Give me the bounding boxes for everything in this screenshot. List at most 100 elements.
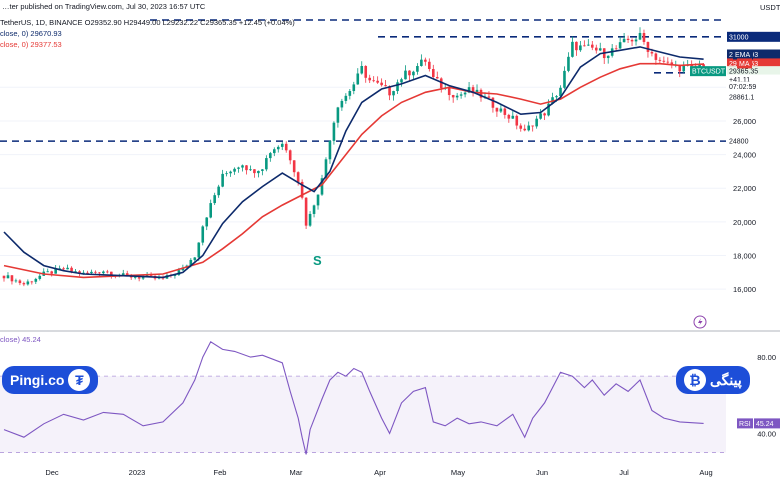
candle[interactable] bbox=[654, 52, 658, 65]
candle[interactable] bbox=[499, 104, 503, 113]
candle[interactable] bbox=[6, 272, 10, 279]
candle[interactable] bbox=[312, 204, 316, 218]
candle[interactable] bbox=[455, 92, 459, 101]
candle[interactable] bbox=[245, 164, 248, 175]
candle[interactable] bbox=[26, 279, 30, 286]
candle[interactable] bbox=[332, 121, 336, 145]
candle[interactable] bbox=[197, 242, 201, 261]
candle[interactable] bbox=[273, 147, 276, 157]
candle[interactable] bbox=[670, 59, 674, 69]
candle[interactable] bbox=[209, 199, 212, 219]
candle[interactable] bbox=[58, 265, 61, 270]
candle[interactable] bbox=[435, 71, 439, 79]
candle[interactable] bbox=[598, 42, 602, 52]
candle[interactable] bbox=[2, 275, 6, 282]
price-axis[interactable]: 16,00018,00020,00022,00024,00026,00028,0… bbox=[733, 83, 756, 294]
candle[interactable] bbox=[364, 65, 368, 83]
candle[interactable] bbox=[384, 79, 387, 87]
candle[interactable] bbox=[666, 57, 670, 64]
candle[interactable] bbox=[439, 77, 443, 93]
candle[interactable] bbox=[622, 32, 626, 43]
candle[interactable] bbox=[360, 61, 364, 75]
candle[interactable] bbox=[428, 58, 431, 72]
candle[interactable] bbox=[567, 52, 570, 73]
candle[interactable] bbox=[316, 194, 320, 210]
candle[interactable] bbox=[292, 160, 296, 177]
candle[interactable] bbox=[288, 149, 292, 165]
candle[interactable] bbox=[352, 81, 356, 95]
candle[interactable] bbox=[269, 151, 272, 162]
time-axis[interactable]: Dec 2023 Feb Mar Apr May Jun Jul Aug bbox=[45, 468, 712, 477]
candle[interactable] bbox=[300, 179, 304, 200]
candle[interactable] bbox=[404, 65, 407, 80]
candle[interactable] bbox=[265, 155, 268, 172]
candle[interactable] bbox=[662, 56, 666, 64]
candle[interactable] bbox=[642, 29, 646, 45]
candle[interactable] bbox=[284, 141, 288, 153]
candle[interactable] bbox=[543, 112, 546, 120]
candle[interactable] bbox=[424, 57, 427, 66]
candle[interactable] bbox=[575, 41, 578, 56]
candle[interactable] bbox=[579, 41, 582, 52]
candle[interactable] bbox=[213, 192, 216, 206]
candle[interactable] bbox=[34, 277, 38, 285]
candle[interactable] bbox=[451, 94, 455, 103]
candle[interactable] bbox=[308, 211, 312, 227]
candle[interactable] bbox=[396, 79, 399, 94]
candle[interactable] bbox=[121, 269, 125, 276]
candle[interactable] bbox=[682, 61, 686, 73]
candle[interactable] bbox=[276, 145, 280, 153]
candle[interactable] bbox=[221, 169, 224, 188]
candle[interactable] bbox=[587, 38, 590, 46]
candle[interactable] bbox=[475, 84, 479, 94]
candle[interactable] bbox=[606, 55, 610, 64]
candle[interactable] bbox=[10, 275, 14, 285]
candle[interactable] bbox=[678, 64, 682, 78]
candle[interactable] bbox=[46, 268, 50, 273]
candle[interactable] bbox=[515, 114, 519, 130]
candle[interactable] bbox=[471, 84, 475, 97]
candle[interactable] bbox=[412, 70, 415, 81]
candle[interactable] bbox=[225, 171, 228, 177]
candle[interactable] bbox=[376, 76, 379, 84]
candle[interactable] bbox=[368, 74, 371, 84]
candle[interactable] bbox=[531, 125, 534, 132]
candle[interactable] bbox=[507, 113, 511, 123]
candle[interactable] bbox=[638, 27, 642, 41]
candle[interactable] bbox=[304, 197, 308, 230]
candle[interactable] bbox=[30, 280, 34, 285]
candle[interactable] bbox=[237, 166, 240, 173]
candle[interactable] bbox=[583, 40, 586, 47]
candle[interactable] bbox=[487, 91, 491, 98]
candle[interactable] bbox=[261, 168, 264, 176]
candle[interactable] bbox=[257, 170, 260, 178]
candle[interactable] bbox=[618, 36, 622, 50]
candle[interactable] bbox=[249, 165, 252, 172]
candle[interactable] bbox=[328, 140, 332, 164]
candle[interactable] bbox=[336, 106, 340, 128]
candle[interactable] bbox=[106, 269, 109, 274]
candle[interactable] bbox=[491, 97, 495, 113]
candle[interactable] bbox=[416, 63, 419, 75]
candle[interactable] bbox=[137, 276, 141, 282]
candle[interactable] bbox=[280, 141, 284, 151]
candle[interactable] bbox=[594, 44, 598, 54]
candle[interactable] bbox=[22, 281, 26, 287]
candle[interactable] bbox=[344, 93, 348, 104]
candle[interactable] bbox=[591, 40, 594, 51]
candle[interactable] bbox=[535, 115, 538, 129]
candle[interactable] bbox=[420, 54, 423, 67]
candle[interactable] bbox=[14, 278, 18, 283]
candle[interactable] bbox=[571, 36, 574, 58]
candle[interactable] bbox=[253, 169, 256, 178]
lightning-icon[interactable] bbox=[693, 315, 707, 329]
candle[interactable] bbox=[201, 225, 205, 246]
candle[interactable] bbox=[527, 121, 530, 132]
candle[interactable] bbox=[205, 217, 209, 231]
candle[interactable] bbox=[356, 68, 360, 85]
candle[interactable] bbox=[408, 70, 411, 81]
candle[interactable] bbox=[495, 107, 499, 117]
rsi-axis[interactable]: 40.00 80.00 RSI 45.24 bbox=[737, 353, 780, 438]
candle[interactable] bbox=[217, 184, 220, 198]
candle[interactable] bbox=[241, 164, 244, 172]
